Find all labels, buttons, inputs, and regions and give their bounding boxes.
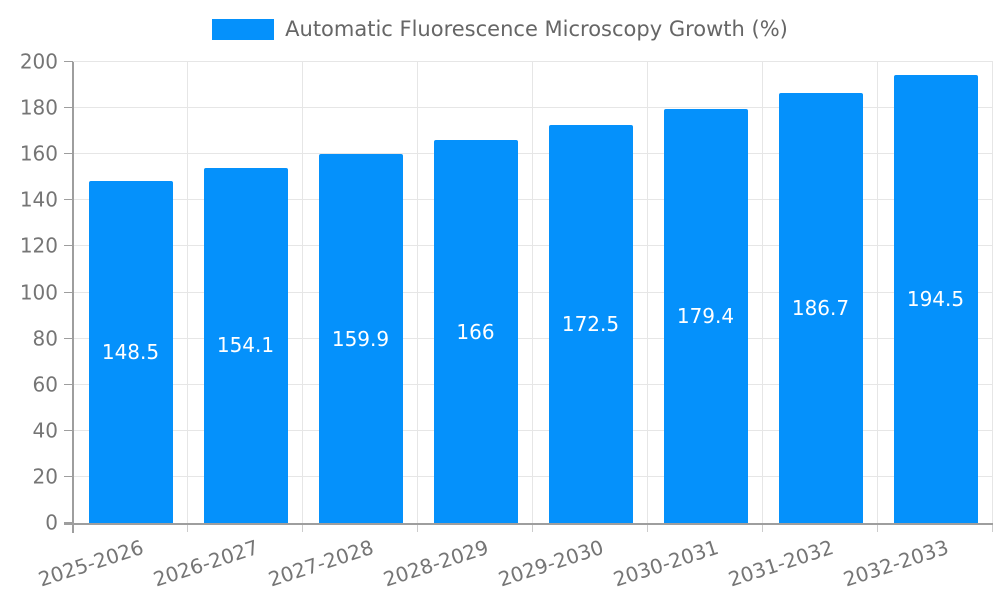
x-gridline (417, 62, 418, 523)
bar-2028-2029: 166 (433, 140, 518, 523)
bar-2029-2030: 172.5 (548, 125, 633, 523)
y-tick-label: 200 (19, 49, 58, 74)
bar-value-label: 194.5 (906, 286, 965, 311)
bar-2027-2028: 159.9 (318, 154, 403, 523)
x-gridline (532, 62, 533, 523)
x-tick-label: 2028-2029 (379, 535, 491, 592)
x-boundary-tick (417, 523, 418, 532)
y-axis-tick (64, 107, 73, 109)
x-tick-label: 2031-2032 (724, 535, 836, 592)
y-gridline (73, 383, 993, 385)
bar-2026-2027: 154.1 (203, 167, 288, 523)
y-tick-label: 140 (19, 187, 58, 212)
x-gridline (992, 62, 993, 523)
y-axis-tick (64, 475, 73, 477)
y-tick-label: 20 (32, 464, 58, 489)
y-tick-label: 40 (32, 418, 58, 443)
x-tick-label: 2030-2031 (609, 535, 721, 592)
x-boundary-tick (647, 523, 648, 532)
bar-value-label: 179.4 (676, 304, 735, 329)
y-gridline (73, 429, 993, 431)
x-tick-label: 2025-2026 (34, 535, 146, 592)
x-gridline (647, 62, 648, 523)
legend[interactable]: Automatic Fluorescence Microscopy Growth… (0, 16, 1000, 42)
bar-value-label: 159.9 (331, 326, 390, 351)
y-gridline (73, 199, 993, 201)
bar-2030-2031: 179.4 (663, 109, 748, 523)
y-gridline (73, 291, 993, 293)
bar-2031-2032: 186.7 (778, 92, 863, 523)
y-axis-tick (64, 61, 73, 62)
x-boundary-tick (302, 523, 303, 532)
legend-label: Automatic Fluorescence Microscopy Growth… (285, 17, 788, 41)
x-tick-label: 2027-2028 (264, 535, 376, 592)
y-axis-tick (64, 383, 73, 385)
y-tick-label: 100 (19, 280, 58, 305)
x-tick-label: 2032-2033 (839, 535, 951, 592)
y-gridline (73, 153, 993, 155)
x-boundary-tick (532, 523, 533, 532)
bar-value-label: 166 (456, 319, 495, 344)
y-gridline (73, 107, 993, 109)
y-gridline (73, 475, 993, 477)
y-tick-label: 160 (19, 141, 58, 166)
y-axis-tick (64, 153, 73, 155)
y-tick-label: 80 (32, 326, 58, 351)
x-gridline (302, 62, 303, 523)
y-tick-label: 180 (19, 95, 58, 120)
x-tick-label: 2029-2030 (494, 535, 606, 592)
y-axis-tick (64, 245, 73, 247)
x-boundary-tick (877, 523, 878, 532)
x-gridline (187, 62, 188, 523)
x-boundary-tick (992, 523, 993, 532)
y-axis-line (72, 62, 74, 533)
y-gridline (73, 61, 993, 62)
bar-value-label: 154.1 (216, 333, 275, 358)
y-tick-label: 60 (32, 372, 58, 397)
bar-value-label: 186.7 (791, 295, 850, 320)
legend-swatch (212, 18, 275, 40)
y-axis-tick (64, 337, 73, 339)
x-gridline (762, 62, 763, 523)
x-boundary-tick (187, 523, 188, 532)
y-axis-tick (64, 429, 73, 431)
y-gridline (73, 337, 993, 339)
bar-2025-2026: 148.5 (88, 180, 173, 523)
y-axis-tick (64, 199, 73, 201)
y-tick-label: 120 (19, 233, 58, 258)
bar-value-label: 172.5 (561, 312, 620, 337)
bar-value-label: 148.5 (101, 339, 160, 364)
y-tick-label: 0 (45, 510, 58, 535)
y-axis-tick (64, 291, 73, 293)
x-tick-label: 2026-2027 (149, 535, 261, 592)
bar-2032-2033: 194.5 (893, 74, 978, 523)
x-axis-line (64, 523, 993, 525)
x-gridline (877, 62, 878, 523)
x-boundary-tick (762, 523, 763, 532)
y-gridline (73, 245, 993, 247)
y-axis-tick (64, 522, 73, 523)
